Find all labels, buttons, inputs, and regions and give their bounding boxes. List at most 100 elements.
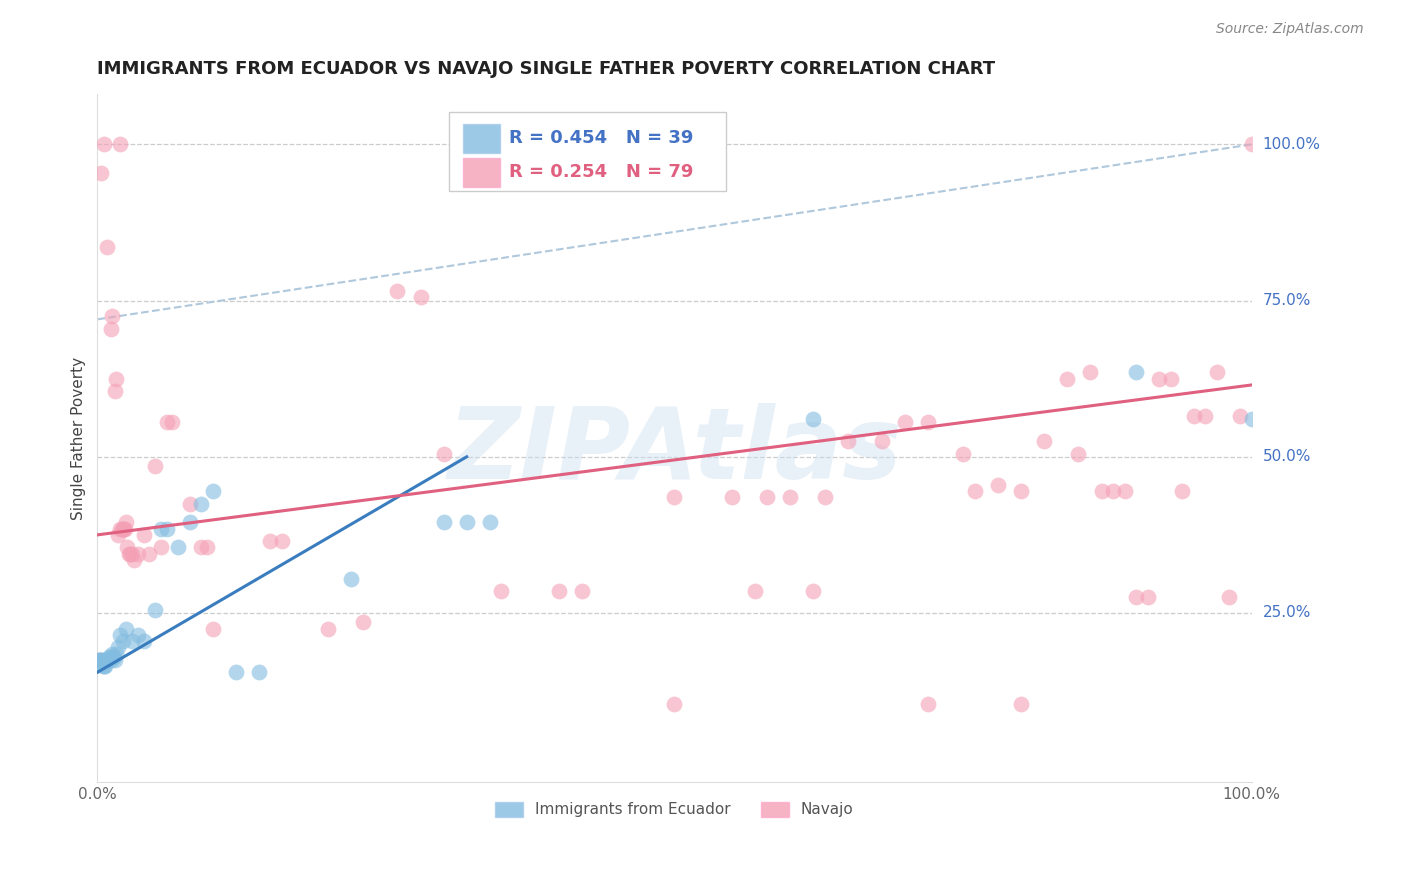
- Text: 50.0%: 50.0%: [1263, 450, 1310, 465]
- Point: [755, 491, 778, 505]
- Point: [101, 310, 124, 324]
- Point: [90, 165, 112, 179]
- Point: [870, 434, 893, 449]
- Point: [89, 653, 111, 667]
- Point: [91, 659, 114, 673]
- Point: [1218, 591, 1240, 605]
- Point: [115, 622, 138, 636]
- Point: [111, 634, 134, 648]
- Point: [190, 497, 212, 511]
- FancyBboxPatch shape: [463, 124, 501, 153]
- Point: [107, 640, 129, 655]
- Point: [548, 584, 571, 599]
- Point: [143, 459, 166, 474]
- Point: [111, 522, 134, 536]
- Text: R = 0.454   N = 39: R = 0.454 N = 39: [509, 129, 693, 147]
- Point: [721, 491, 744, 505]
- Point: [779, 491, 801, 505]
- Point: [96, 653, 118, 667]
- Point: [1171, 484, 1194, 499]
- Point: [104, 653, 127, 667]
- Point: [149, 522, 172, 536]
- Point: [87, 653, 110, 667]
- Point: [138, 547, 160, 561]
- Point: [1206, 366, 1229, 380]
- Point: [1182, 409, 1205, 424]
- Point: [121, 634, 143, 648]
- Point: [813, 491, 835, 505]
- Point: [100, 322, 122, 336]
- Point: [1125, 366, 1147, 380]
- Point: [155, 522, 177, 536]
- Point: [478, 516, 501, 530]
- Point: [1067, 447, 1090, 461]
- Point: [91, 653, 114, 667]
- Point: [1090, 484, 1112, 499]
- Point: [127, 547, 149, 561]
- Point: [104, 372, 127, 386]
- Point: [1114, 484, 1136, 499]
- Point: [456, 516, 478, 530]
- Point: [259, 534, 281, 549]
- Point: [1160, 372, 1182, 386]
- Point: [96, 240, 118, 254]
- Point: [1056, 372, 1078, 386]
- Point: [98, 649, 121, 664]
- Text: IMMIGRANTS FROM ECUADOR VS NAVAJO SINGLE FATHER POVERTY CORRELATION CHART: IMMIGRANTS FROM ECUADOR VS NAVAJO SINGLE…: [97, 60, 995, 78]
- Point: [433, 516, 456, 530]
- Point: [155, 416, 177, 430]
- Point: [110, 522, 132, 536]
- Point: [433, 447, 456, 461]
- Point: [97, 649, 120, 664]
- Point: [837, 434, 859, 449]
- Point: [103, 649, 125, 664]
- Point: [987, 478, 1010, 492]
- Point: [100, 653, 122, 667]
- Text: R = 0.254   N = 79: R = 0.254 N = 79: [509, 163, 693, 181]
- Point: [1102, 484, 1125, 499]
- Point: [124, 553, 146, 567]
- Point: [121, 547, 143, 561]
- Legend: Immigrants from Ecuador, Navajo: Immigrants from Ecuador, Navajo: [489, 796, 859, 823]
- Point: [1032, 434, 1054, 449]
- Point: [118, 547, 141, 561]
- Point: [801, 412, 824, 426]
- Point: [963, 484, 986, 499]
- Point: [1229, 409, 1251, 424]
- Point: [571, 584, 593, 599]
- Point: [167, 541, 190, 555]
- Point: [93, 137, 115, 152]
- Text: 25.0%: 25.0%: [1263, 606, 1310, 621]
- Point: [101, 647, 124, 661]
- Point: [115, 516, 138, 530]
- Point: [143, 603, 166, 617]
- Point: [127, 628, 149, 642]
- Point: [149, 541, 172, 555]
- Point: [112, 522, 135, 536]
- Point: [340, 572, 363, 586]
- Point: [132, 634, 155, 648]
- FancyBboxPatch shape: [450, 112, 727, 191]
- Point: [664, 697, 686, 711]
- Point: [952, 447, 974, 461]
- Point: [917, 697, 939, 711]
- Point: [491, 584, 513, 599]
- Point: [744, 584, 766, 599]
- Point: [1194, 409, 1216, 424]
- Point: [117, 541, 139, 555]
- Point: [93, 659, 115, 673]
- Text: 100.0%: 100.0%: [1263, 136, 1320, 152]
- Point: [87, 653, 110, 667]
- Point: [179, 516, 201, 530]
- Point: [132, 528, 155, 542]
- Point: [917, 416, 939, 430]
- Point: [1078, 366, 1101, 380]
- Point: [801, 584, 824, 599]
- Point: [247, 665, 270, 680]
- Point: [110, 522, 132, 536]
- Point: [1240, 412, 1263, 426]
- Point: [201, 622, 224, 636]
- Point: [190, 541, 212, 555]
- Point: [90, 653, 112, 667]
- Point: [1010, 484, 1032, 499]
